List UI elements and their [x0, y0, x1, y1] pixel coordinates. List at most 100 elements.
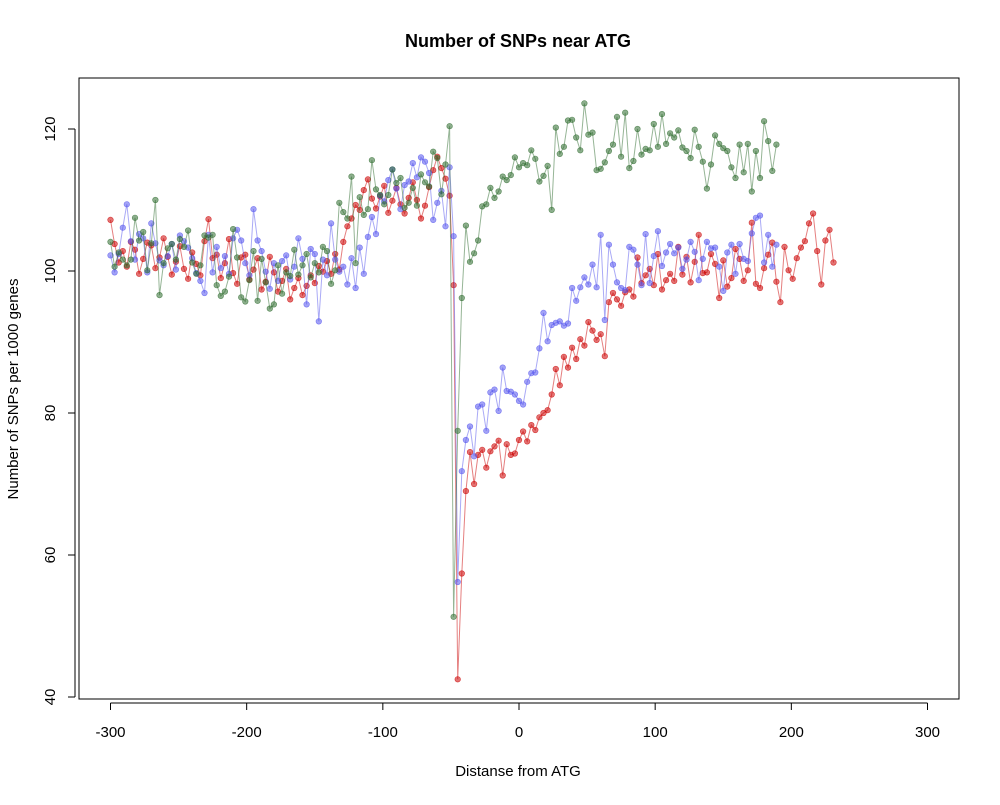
data-point: [450, 233, 457, 240]
data-point: [466, 449, 474, 456]
data-point: [283, 269, 290, 276]
data-point: [826, 226, 833, 233]
data-point: [148, 240, 155, 247]
x-tick-label: 100: [643, 724, 668, 741]
data-point: [438, 191, 445, 198]
data-point: [230, 226, 237, 233]
data-point: [499, 173, 506, 180]
data-point: [356, 244, 363, 251]
data-point: [291, 284, 298, 292]
data-point: [462, 222, 470, 229]
data-point: [389, 197, 396, 204]
data-point: [430, 148, 437, 155]
data-point: [291, 246, 298, 253]
data-point: [503, 441, 510, 448]
data-point: [765, 138, 772, 145]
x-axis-label: Distanse from ATG: [455, 763, 581, 780]
data-point: [634, 125, 641, 133]
data-point: [556, 382, 563, 389]
data-point: [785, 267, 792, 274]
data-point: [801, 238, 809, 245]
data-point: [646, 280, 653, 287]
data-point: [679, 144, 686, 151]
data-point: [409, 184, 416, 191]
data-point: [172, 266, 179, 273]
data-point: [393, 179, 400, 187]
data-point: [736, 141, 743, 148]
x-tick-label: -100: [368, 724, 398, 741]
data-point: [683, 147, 690, 155]
data-point: [372, 231, 380, 238]
data-point: [417, 171, 425, 178]
data-point: [707, 161, 715, 168]
data-point: [528, 147, 535, 154]
data-point: [168, 271, 175, 278]
data-point: [185, 275, 192, 282]
data-point: [822, 237, 829, 244]
data-point: [409, 160, 416, 167]
data-point: [609, 141, 617, 148]
data-point: [605, 241, 613, 248]
data-point: [720, 257, 727, 264]
data-point: [642, 231, 649, 238]
data-point: [695, 277, 702, 284]
data-point: [630, 157, 637, 165]
data-point: [479, 446, 486, 454]
data-point: [491, 194, 498, 201]
y-axis-label: Number of SNPs per 1000 genes: [5, 279, 22, 500]
data-point: [377, 191, 384, 199]
data-point: [164, 245, 171, 252]
data-point: [773, 141, 780, 148]
x-tick-label: 300: [915, 724, 940, 741]
data-point: [515, 436, 523, 444]
data-point: [658, 110, 666, 118]
data-point: [568, 284, 576, 292]
data-point: [760, 259, 768, 266]
data-point: [830, 259, 837, 266]
data-point: [814, 248, 821, 255]
data-point: [740, 277, 747, 285]
data-point: [658, 286, 666, 293]
data-point: [442, 161, 449, 168]
data-point: [168, 240, 175, 248]
data-point: [613, 296, 621, 303]
data-point: [495, 407, 502, 415]
data-point: [585, 319, 592, 326]
data-point: [728, 241, 735, 248]
data-point: [417, 154, 425, 161]
x-tick-label: 0: [515, 724, 523, 741]
data-point: [107, 216, 114, 223]
data-point: [421, 179, 429, 186]
data-point: [205, 216, 212, 223]
data-point: [246, 277, 253, 284]
data-point: [258, 255, 265, 263]
data-point: [769, 263, 776, 270]
data-point: [336, 199, 343, 206]
data-point: [311, 260, 318, 267]
data-point: [752, 280, 760, 287]
data-point: [328, 220, 335, 227]
data-point: [589, 261, 596, 268]
data-point: [597, 231, 604, 238]
data-point: [630, 246, 637, 253]
data-point: [234, 280, 241, 287]
data-point: [209, 231, 216, 238]
data-point: [732, 174, 739, 182]
data-point: [728, 275, 735, 282]
data-point: [703, 185, 711, 192]
data-point: [666, 130, 674, 137]
data-point: [789, 275, 796, 282]
data-point: [593, 284, 600, 291]
data-point: [140, 228, 147, 236]
data-point: [544, 407, 551, 414]
data-point: [332, 267, 339, 274]
data-point: [180, 265, 188, 273]
y-tick-label: 100: [42, 258, 59, 283]
chart-title: Number of SNPs near ATG: [405, 31, 631, 51]
x-tick-label: 200: [779, 724, 804, 741]
data-point: [666, 270, 674, 277]
data-point: [650, 253, 657, 260]
x-tick-label: -200: [232, 724, 262, 741]
data-point: [560, 353, 568, 361]
